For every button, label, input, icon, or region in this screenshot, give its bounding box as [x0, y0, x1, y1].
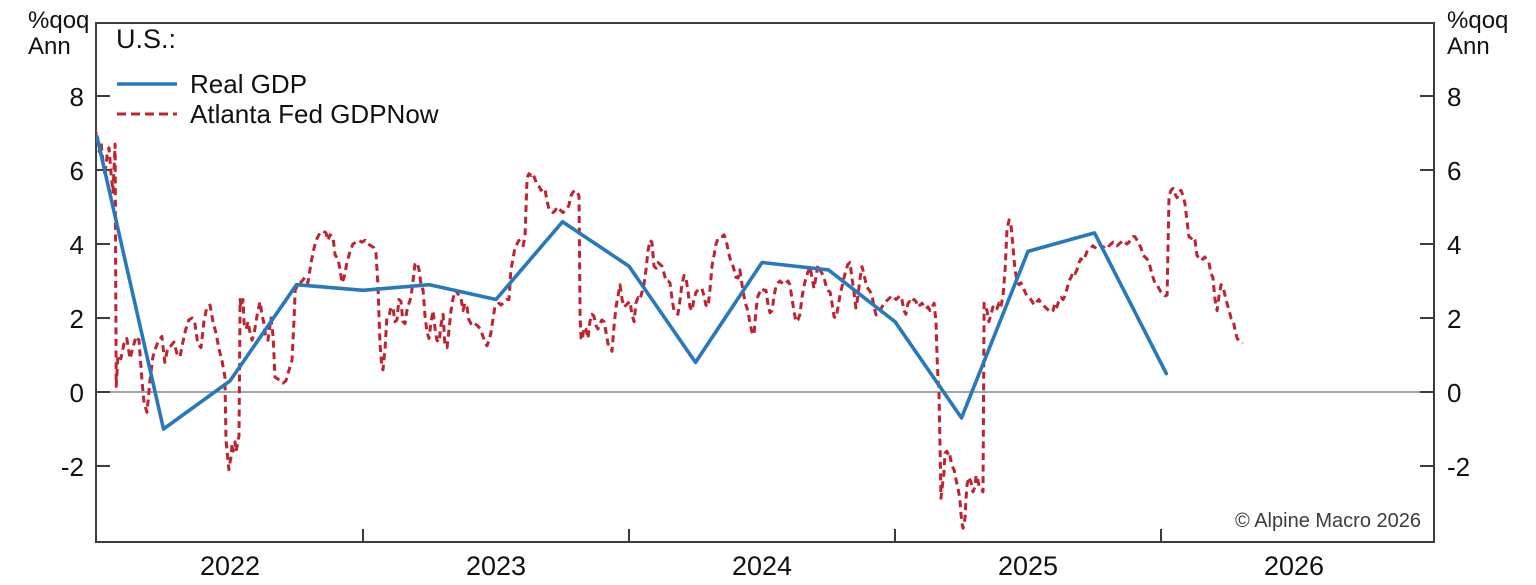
y-tick-label-left-4: 4 [69, 230, 84, 260]
y-tick-label-left--2: -2 [60, 452, 84, 482]
x-axis-label-2026: 2026 [1263, 551, 1325, 581]
x-axis-label-2022: 2022 [199, 551, 261, 581]
y-tick-label-right-8: 8 [1447, 82, 1462, 112]
x-axis-label-2024: 2024 [731, 551, 793, 581]
y-tick-label-left-8: 8 [69, 82, 84, 112]
x-axis-ticks [362, 529, 1162, 542]
legend-item-gdpnow: Atlanta Fed GDPNow [116, 99, 439, 129]
legend-label-gdpnow: Atlanta Fed GDPNow [190, 98, 439, 129]
legend-label-real-gdp: Real GDP [190, 68, 308, 99]
real-gdp-line [96, 134, 1169, 431]
y-tick-label-left-0: 0 [69, 378, 84, 408]
x-axis-label-2023: 2023 [465, 551, 527, 581]
y-tick-label-left-2: 2 [69, 304, 84, 334]
y-axis-unit-right: %qoq Ann [1447, 7, 1509, 60]
y-tick-label-right-6: 6 [1447, 156, 1462, 186]
gdpnow-line-swatch [117, 112, 177, 116]
y-tick-label-right-0: 0 [1447, 378, 1462, 408]
y-tick-label-right-4: 4 [1447, 230, 1462, 260]
real-gdp-line-swatch [117, 82, 177, 86]
plot-border [95, 22, 1435, 543]
y-tick-label-left-6: 6 [69, 156, 84, 186]
legend-item-real-gdp: Real GDP [116, 69, 439, 99]
y-axis-unit-left: %qoq Ann [28, 7, 90, 60]
x-axis-label-2025: 2025 [997, 551, 1059, 581]
legend-title: U.S.: [116, 24, 177, 54]
legend: U.S.: Real GDP Atlanta Fed GDPNow [116, 24, 439, 129]
copyright-watermark: © Alpine Macro 2026 [1235, 510, 1421, 532]
y-tick-label-right--2: -2 [1447, 452, 1471, 482]
y-axis-ticks-right [1420, 95, 1434, 467]
gdpnow-dashed-line [96, 125, 1244, 530]
y-tick-label-right-2: 2 [1447, 304, 1462, 334]
